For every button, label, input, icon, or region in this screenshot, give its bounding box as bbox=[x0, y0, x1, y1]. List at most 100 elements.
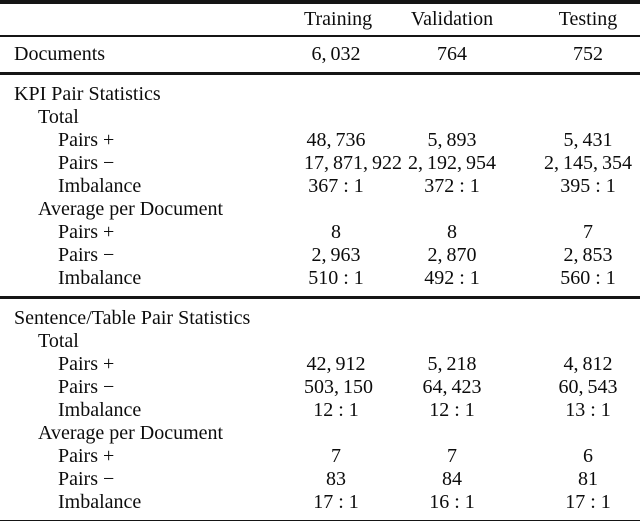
cell-value: 83 bbox=[326, 468, 346, 490]
cell-value: 7 bbox=[447, 445, 457, 467]
cell-value: 2, 963 bbox=[311, 244, 361, 266]
row-label: Pairs + bbox=[58, 353, 115, 375]
table-row: Pairs + 48, 736 5, 893 5, 431 bbox=[0, 129, 640, 152]
cell-value: 2, 870 bbox=[427, 244, 477, 266]
cell-value: 7 bbox=[583, 221, 593, 243]
cell-value: 5, 218 bbox=[427, 353, 477, 375]
cell-value: 6, 032 bbox=[311, 43, 361, 65]
cell-value bbox=[368, 298, 536, 331]
cell-value: 16 : 1 bbox=[429, 491, 475, 513]
cell-value: 7 bbox=[331, 445, 341, 467]
cell-value: 395 : 1 bbox=[560, 175, 616, 197]
group-title: Average per Document bbox=[38, 198, 224, 220]
table-row: Pairs + 42, 912 5, 218 4, 812 bbox=[0, 353, 640, 376]
kpi-pair-statistics-section: KPI Pair Statistics Total Pairs + 48, 73… bbox=[0, 74, 640, 298]
cell-value bbox=[536, 298, 640, 331]
table-row: Pairs − 17, 871, 922 2, 192, 954 2, 145,… bbox=[0, 152, 640, 175]
cell-value bbox=[304, 298, 368, 331]
table-row: Imbalance 367 : 1 372 : 1 395 : 1 bbox=[0, 175, 640, 198]
row-label: Pairs − bbox=[58, 152, 115, 174]
cell-value: 17 : 1 bbox=[313, 491, 359, 513]
cell-value: 752 bbox=[573, 43, 603, 65]
row-label: Pairs + bbox=[58, 221, 115, 243]
cell-value: 2, 853 bbox=[563, 244, 613, 266]
cell-value: 4, 812 bbox=[563, 353, 613, 375]
cell-value bbox=[304, 422, 368, 445]
cell-value: 48, 736 bbox=[306, 129, 366, 151]
documents-group: Documents 6, 032 764 752 bbox=[0, 36, 640, 74]
header-row: Training Validation Testing bbox=[0, 2, 640, 36]
group-title: Total bbox=[38, 330, 79, 352]
table-row: Pairs + 8 8 7 bbox=[0, 221, 640, 244]
cell-value bbox=[368, 330, 536, 353]
cell-value bbox=[304, 74, 368, 107]
table-row: Pairs − 83 84 81 bbox=[0, 468, 640, 491]
cell-value bbox=[536, 106, 640, 129]
col-header-training: Training bbox=[304, 8, 373, 30]
cell-value: 367 : 1 bbox=[308, 175, 364, 197]
table-header: Training Validation Testing bbox=[0, 2, 640, 36]
row-label: Documents bbox=[14, 43, 106, 65]
group-title: Average per Document bbox=[38, 422, 224, 444]
section-title-row: Sentence/Table Pair Statistics bbox=[0, 298, 640, 331]
col-header-validation: Validation bbox=[410, 8, 494, 30]
cell-value bbox=[368, 106, 536, 129]
cell-value: 13 : 1 bbox=[565, 399, 611, 421]
cell-value bbox=[368, 198, 536, 221]
cell-value: 12 : 1 bbox=[429, 399, 475, 421]
cell-value: 764 bbox=[437, 43, 467, 65]
cell-value bbox=[536, 422, 640, 445]
row-label: Imbalance bbox=[58, 399, 142, 421]
row-label: Imbalance bbox=[58, 491, 142, 513]
row-label: Pairs − bbox=[58, 468, 115, 490]
cell-value: 492 : 1 bbox=[424, 267, 480, 289]
cell-value: 5, 893 bbox=[427, 129, 477, 151]
cell-value bbox=[536, 330, 640, 353]
cell-value: 17, 871, 922 bbox=[304, 152, 403, 174]
row-label: Pairs + bbox=[58, 129, 115, 151]
cell-value: 81 bbox=[578, 468, 598, 490]
cell-value: 8 bbox=[447, 221, 457, 243]
cell-value: 560 : 1 bbox=[560, 267, 616, 289]
sentence-table-pair-statistics-section: Sentence/Table Pair Statistics Total Pai… bbox=[0, 298, 640, 521]
cell-value: 42, 912 bbox=[306, 353, 366, 375]
table-row: Imbalance 510 : 1 492 : 1 560 : 1 bbox=[0, 267, 640, 298]
section-title: KPI Pair Statistics bbox=[14, 83, 161, 105]
row-label: Imbalance bbox=[58, 175, 142, 197]
section-title-row: KPI Pair Statistics bbox=[0, 74, 640, 107]
row-label: Imbalance bbox=[58, 267, 142, 289]
cell-value: 64, 423 bbox=[422, 376, 482, 398]
table-row: Imbalance 17 : 1 16 : 1 17 : 1 bbox=[0, 491, 640, 521]
cell-value: 8 bbox=[331, 221, 341, 243]
cell-value bbox=[368, 422, 536, 445]
row-label: Pairs − bbox=[58, 376, 115, 398]
group-title-row: Total bbox=[0, 330, 640, 353]
cell-value: 17 : 1 bbox=[565, 491, 611, 513]
table-row: Pairs + 7 7 6 bbox=[0, 445, 640, 468]
corner-cell bbox=[0, 2, 304, 36]
cell-value: 84 bbox=[442, 468, 462, 490]
cell-value: 503, 150 bbox=[304, 376, 374, 398]
table-row-documents: Documents 6, 032 764 752 bbox=[0, 36, 640, 74]
group-title-row: Average per Document bbox=[0, 198, 640, 221]
cell-value bbox=[368, 74, 536, 107]
cell-value bbox=[536, 74, 640, 107]
cell-value bbox=[304, 106, 368, 129]
cell-value: 6 bbox=[583, 445, 593, 467]
group-title-row: Average per Document bbox=[0, 422, 640, 445]
row-label: Pairs − bbox=[58, 244, 115, 266]
cell-value bbox=[304, 198, 368, 221]
group-title-row: Total bbox=[0, 106, 640, 129]
cell-value: 5, 431 bbox=[563, 129, 613, 151]
section-title: Sentence/Table Pair Statistics bbox=[14, 307, 251, 329]
cell-value: 510 : 1 bbox=[308, 267, 364, 289]
cell-value: 2, 192, 954 bbox=[407, 152, 496, 174]
cell-value: 60, 543 bbox=[558, 376, 618, 398]
table-row: Imbalance 12 : 1 12 : 1 13 : 1 bbox=[0, 399, 640, 422]
group-title: Total bbox=[38, 106, 79, 128]
cell-value bbox=[304, 330, 368, 353]
cell-value: 12 : 1 bbox=[313, 399, 359, 421]
cell-value bbox=[536, 198, 640, 221]
